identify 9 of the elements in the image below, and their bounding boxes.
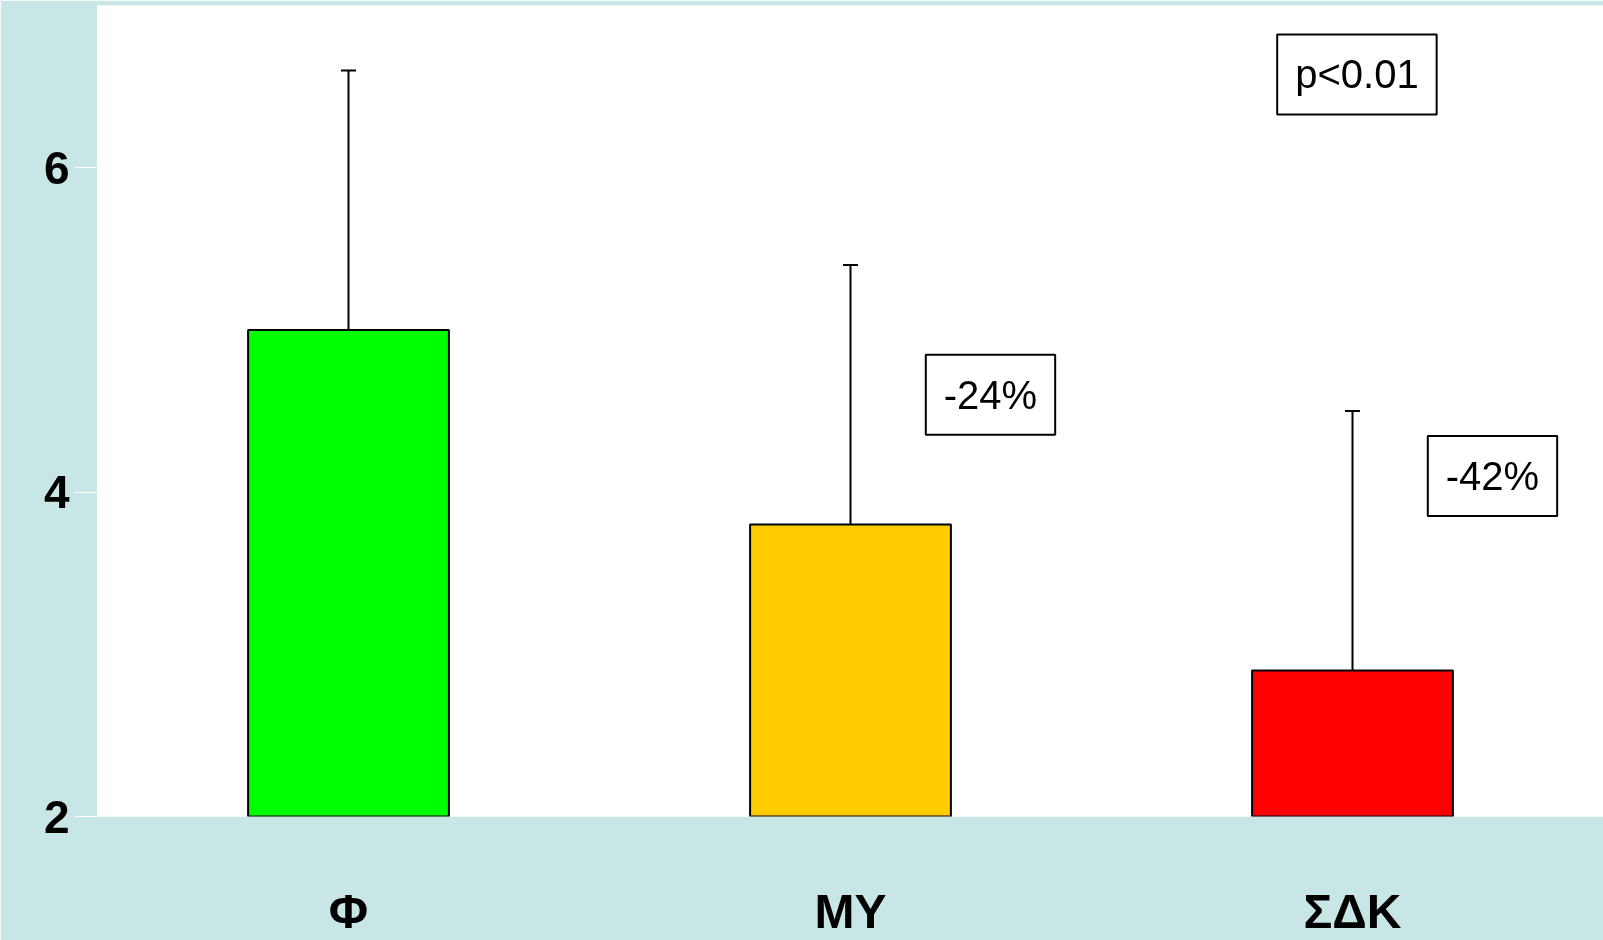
x-tick-label: ΜΥ bbox=[814, 884, 887, 938]
annotation: -24% bbox=[943, 372, 1038, 417]
x-tick-label: ΣΔΚ bbox=[1303, 884, 1402, 938]
y-tick-label: 2 bbox=[43, 790, 70, 843]
y-tick-label: 6 bbox=[43, 141, 70, 194]
annotation: p<0.01 bbox=[1295, 52, 1419, 97]
y-tick-label: 4 bbox=[43, 466, 70, 519]
annotation: -42% bbox=[1445, 453, 1540, 498]
x-tick-label: Φ bbox=[328, 884, 369, 938]
